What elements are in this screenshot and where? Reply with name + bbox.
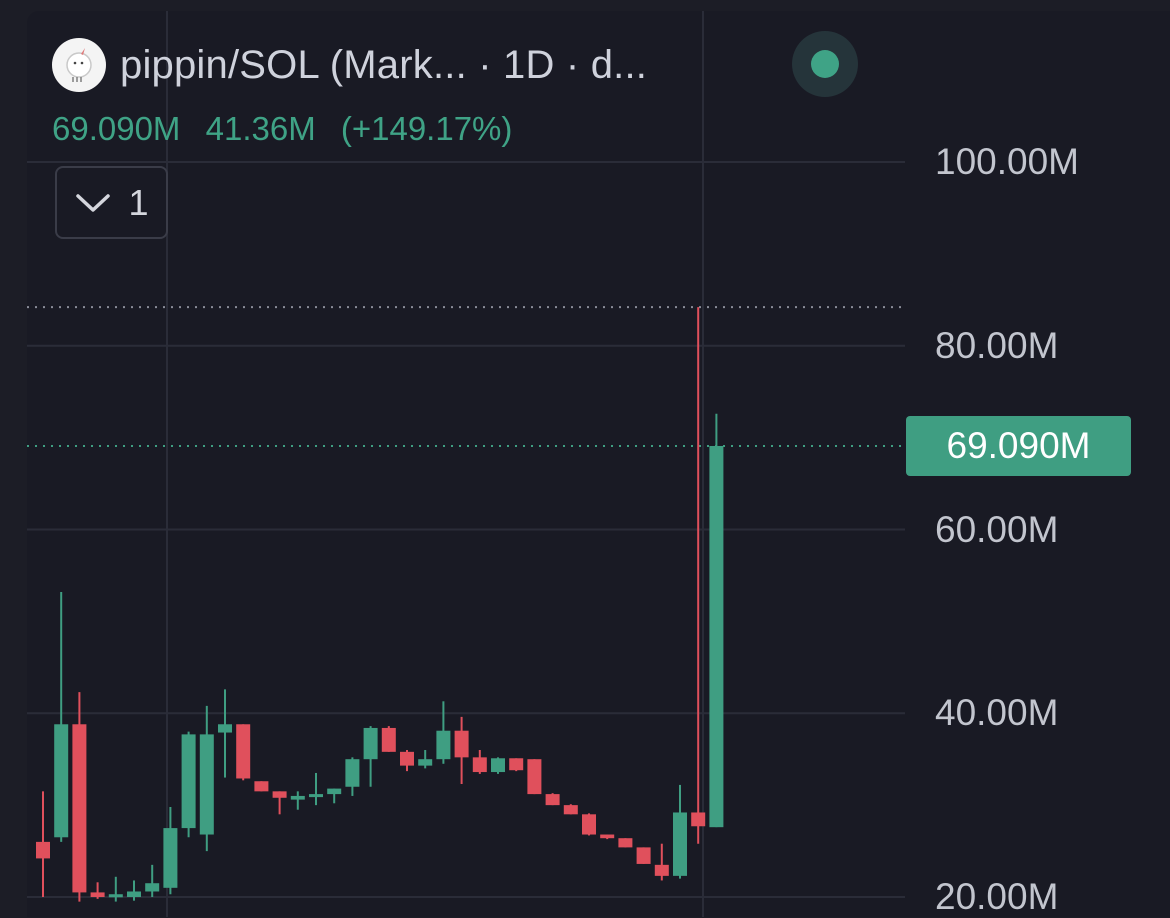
candle-body: [218, 724, 232, 733]
candle[interactable]: [509, 758, 524, 772]
candle[interactable]: [145, 864, 160, 897]
candle[interactable]: [527, 759, 542, 795]
price-stats: 69.090M 41.36M (+149.17%): [52, 110, 528, 148]
current-price-tag: 69.090M: [906, 415, 1131, 476]
candle[interactable]: [709, 413, 724, 828]
candle-body: [454, 730, 469, 758]
candle[interactable]: [199, 705, 214, 852]
candle-body: [54, 724, 69, 838]
candle[interactable]: [290, 791, 305, 810]
candle[interactable]: [636, 847, 651, 864]
candle-body: [181, 734, 196, 829]
y-tick-label: 60.00M: [935, 508, 1059, 550]
candle-body: [127, 891, 141, 897]
candles: [36, 307, 724, 902]
candle[interactable]: [272, 791, 287, 815]
live-status-indicator: [792, 31, 858, 97]
candle-body: [363, 727, 378, 760]
candle-body: [582, 814, 596, 835]
candle[interactable]: [545, 793, 560, 806]
candle[interactable]: [436, 701, 451, 764]
indicator-count: 1: [128, 181, 149, 223]
candle-body: [381, 727, 396, 752]
candle-body: [199, 734, 214, 835]
candle-body: [108, 894, 123, 898]
chart-header: pippin/SOL (Mark... · 1D · d...: [52, 38, 647, 92]
candle[interactable]: [600, 834, 615, 840]
candle[interactable]: [381, 726, 396, 752]
candle-body: [90, 892, 105, 897]
candle[interactable]: [90, 882, 105, 899]
candle-body: [290, 795, 305, 800]
y-tick-label: 80.00M: [935, 324, 1059, 366]
candle[interactable]: [363, 726, 378, 787]
candle-body: [472, 757, 487, 773]
candle[interactable]: [454, 716, 469, 784]
candle-body: [345, 759, 360, 787]
candle[interactable]: [72, 692, 87, 902]
candle-body: [509, 758, 524, 771]
candle-body: [309, 794, 323, 798]
candle[interactable]: [309, 772, 323, 806]
indicator-toggle-button[interactable]: 1: [55, 166, 168, 239]
y-tick-label: 20.00M: [935, 876, 1059, 917]
candle[interactable]: [491, 757, 505, 774]
change-value: 41.36M: [205, 110, 316, 147]
candle[interactable]: [563, 804, 578, 815]
candle-body: [327, 788, 342, 795]
y-tick-label: 100.00M: [935, 141, 1079, 182]
candle-body: [436, 730, 451, 760]
candle[interactable]: [418, 750, 433, 769]
candle[interactable]: [254, 781, 269, 792]
candle[interactable]: [673, 784, 687, 879]
candle[interactable]: [691, 307, 706, 844]
candle-body: [254, 781, 269, 792]
candle[interactable]: [108, 876, 123, 902]
candle[interactable]: [618, 838, 633, 848]
candle[interactable]: [582, 813, 596, 836]
candle[interactable]: [327, 788, 342, 804]
candle-body: [618, 838, 633, 848]
pippin-unicorn-avatar-icon[interactable]: [52, 38, 106, 92]
change-percent: (+149.17%): [340, 110, 513, 147]
pair-title[interactable]: pippin/SOL (Mark... · 1D · d...: [120, 42, 648, 87]
current-value: 69.090M: [52, 110, 181, 147]
candle[interactable]: [36, 791, 50, 897]
candle[interactable]: [472, 750, 487, 774]
candle-body: [145, 883, 160, 892]
candle[interactable]: [54, 591, 69, 842]
chevron-down-icon: [76, 193, 111, 212]
candle-body: [691, 812, 706, 827]
candle-body: [272, 791, 287, 798]
candle-body: [491, 758, 505, 773]
candle-body: [36, 841, 50, 859]
candle[interactable]: [345, 757, 360, 796]
candle[interactable]: [218, 689, 232, 778]
candle-body: [400, 751, 414, 766]
candle-body: [636, 847, 651, 864]
candle[interactable]: [654, 843, 669, 881]
candle[interactable]: [400, 750, 414, 772]
candle[interactable]: [181, 731, 196, 838]
candle-body: [163, 828, 178, 888]
candle-body: [72, 724, 87, 893]
candle-body: [673, 812, 687, 876]
candle-body: [600, 834, 615, 839]
candle[interactable]: [127, 880, 141, 901]
reference-lines: [27, 306, 905, 447]
candle-body: [654, 864, 669, 876]
candle-body: [709, 445, 724, 828]
candle-body: [563, 805, 578, 815]
y-tick-label: 40.00M: [935, 692, 1059, 734]
candle-body: [236, 724, 251, 779]
candle[interactable]: [236, 724, 251, 781]
candle-body: [545, 794, 560, 806]
candle-body: [418, 759, 433, 766]
candle-body: [527, 759, 542, 795]
live-status-dot-icon: [811, 50, 839, 78]
candle[interactable]: [163, 806, 178, 895]
grid-lines: [27, 11, 905, 917]
